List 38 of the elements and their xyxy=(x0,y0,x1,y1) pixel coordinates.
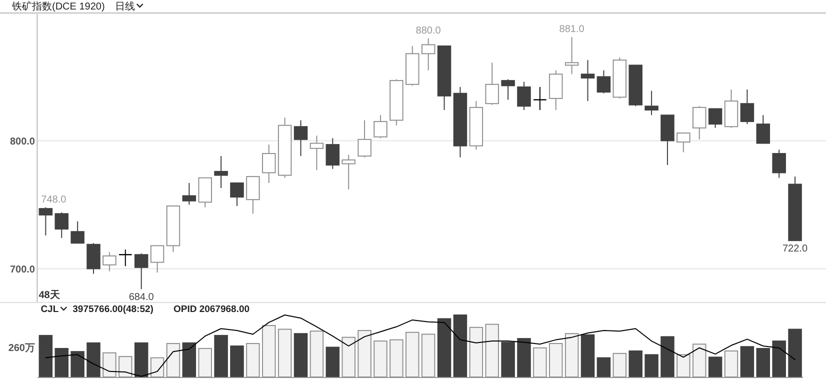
bar xyxy=(70,351,84,378)
bar xyxy=(517,338,531,378)
bar xyxy=(644,354,658,378)
bar xyxy=(756,348,770,378)
bar xyxy=(294,333,308,378)
bar xyxy=(230,346,244,378)
chart-subtitle: 日线 xyxy=(114,0,135,12)
bar xyxy=(453,314,468,378)
bar xyxy=(38,334,53,378)
bar xyxy=(580,334,595,378)
annotation: 722.0 xyxy=(782,244,808,255)
bar xyxy=(214,334,228,378)
y-axis-title: 260万 xyxy=(8,343,35,354)
bar xyxy=(54,348,68,378)
annotation: 881.0 xyxy=(559,24,585,36)
annotation: 748.0 xyxy=(41,194,67,206)
annotation: 880.0 xyxy=(416,25,442,36)
chart-title: 铁矿指数(DCE 1920) xyxy=(11,0,105,12)
bar xyxy=(628,350,642,378)
y-tick-label: 700.0 xyxy=(10,264,36,276)
annotation: 3975766.00(48:52) xyxy=(72,304,154,315)
annotation: CJL xyxy=(40,304,59,315)
bar xyxy=(660,336,674,378)
bar xyxy=(501,342,515,378)
bar xyxy=(326,346,340,378)
bar xyxy=(86,342,100,378)
annotation: OPID 2067968.00 xyxy=(173,304,250,315)
annotation: 48天 xyxy=(38,289,61,301)
bar xyxy=(708,356,722,378)
bar xyxy=(772,340,786,378)
y-tick-label: 800.0 xyxy=(10,136,36,148)
bar xyxy=(437,318,452,378)
bar xyxy=(788,328,802,378)
bar xyxy=(740,346,754,378)
bar xyxy=(596,357,611,378)
bar xyxy=(134,342,148,378)
annotation: 684.0 xyxy=(128,292,154,304)
bar xyxy=(182,342,196,378)
